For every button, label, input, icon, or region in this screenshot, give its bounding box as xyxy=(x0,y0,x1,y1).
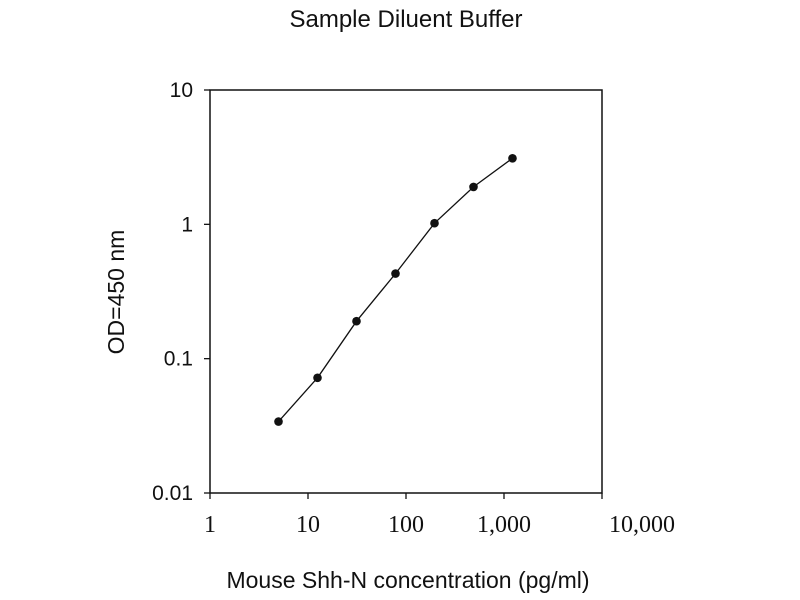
x-tick-label: 1,000 xyxy=(477,512,531,538)
y-axis: 0.01 0.1 1 10 xyxy=(152,79,210,505)
x-tick-label: 100 xyxy=(388,512,424,538)
data-point xyxy=(430,218,439,228)
data-point xyxy=(313,373,322,383)
y-axis-label: OD=450 nm xyxy=(103,230,129,355)
plot-frame xyxy=(209,89,603,494)
x-axis-label: Mouse Shh-N concentration (pg/ml) xyxy=(226,567,589,593)
data-series xyxy=(274,154,517,426)
x-axis: 1 10 100 1,000 10,000 xyxy=(204,493,675,538)
y-tick-label: 0.1 xyxy=(164,348,193,371)
data-point xyxy=(352,316,361,326)
x-tick-label: 1 xyxy=(204,512,216,538)
data-point xyxy=(508,154,517,163)
data-point xyxy=(469,182,478,192)
y-tick-label: 0.01 xyxy=(152,482,193,505)
y-tick-label: 1 xyxy=(181,213,193,236)
x-tick-label: 10 xyxy=(296,512,320,538)
data-point xyxy=(274,417,283,426)
y-tick-label: 10 xyxy=(170,79,193,102)
chart-title: Sample Diluent Buffer xyxy=(289,6,522,33)
data-point xyxy=(391,269,400,278)
series-line xyxy=(278,157,513,423)
x-tick-label: 10,000 xyxy=(609,512,675,538)
